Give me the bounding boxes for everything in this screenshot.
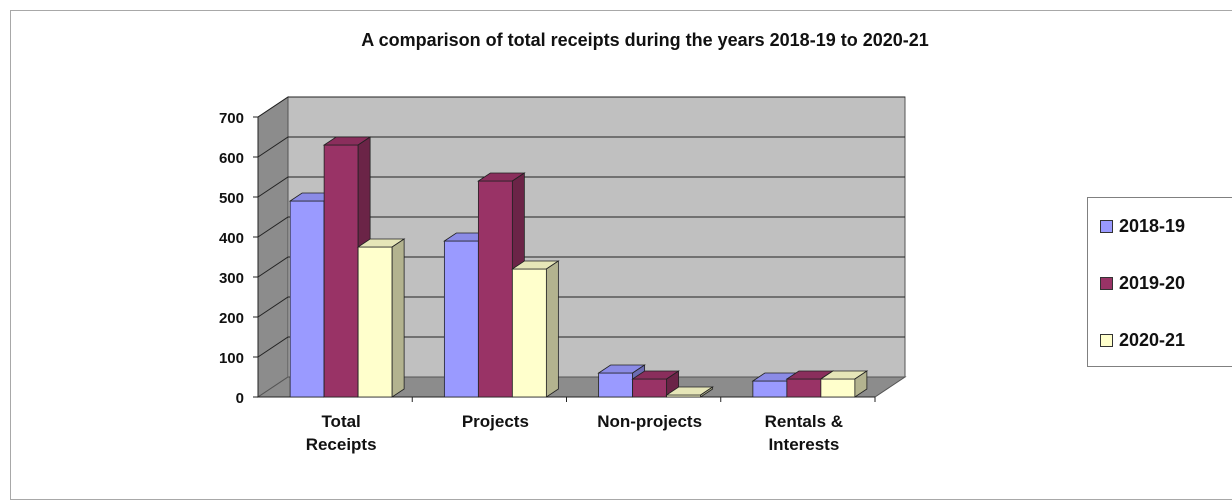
y-tick-label: 500	[219, 190, 244, 207]
y-tick-label: 300	[219, 270, 244, 287]
y-tick-label: 0	[236, 390, 244, 407]
y-tick-label: 600	[219, 150, 244, 167]
y-tick-label: 200	[219, 310, 244, 327]
legend-swatch-2018-19	[1100, 220, 1113, 233]
legend-label: 2018-19	[1119, 216, 1186, 236]
x-tick-label: Rentals &	[765, 412, 843, 431]
y-tick-label: 400	[219, 230, 244, 247]
bar-2019-20	[323, 144, 359, 398]
gridline	[257, 216, 905, 238]
bar-2020-21	[511, 268, 547, 398]
bar-2018-19	[598, 372, 634, 398]
y-tick-label: 100	[219, 350, 244, 367]
legend-item: 2018-19	[1100, 216, 1185, 237]
gridline	[257, 336, 905, 358]
bar-side-2020-21	[545, 260, 559, 398]
chart-plot: 0 100 200 300 400 500 600 700 Total Receipts Proje…	[219, 96, 907, 454]
legend-label: 2020-21	[1119, 330, 1186, 350]
legend-label: 2019-20	[1119, 273, 1186, 293]
bar-side-2020-21	[391, 238, 405, 398]
gridline	[257, 96, 905, 118]
bar-2019-20	[786, 378, 822, 398]
legend-swatch-2019-20	[1100, 277, 1113, 290]
chart-side-wall	[257, 96, 289, 398]
legend-item: 2019-20	[1100, 273, 1185, 294]
x-tick-label: Total	[321, 412, 360, 431]
legend-item: 2020-21	[1100, 330, 1185, 351]
bar-2018-19	[289, 200, 325, 398]
chart-legend: 2018-19 2019-20 2020-21	[1087, 197, 1232, 367]
bar-side-2020-21	[700, 386, 714, 398]
legend-swatch-2020-21	[1100, 334, 1113, 347]
y-tick-label: 700	[219, 110, 244, 127]
gridline	[257, 296, 905, 318]
bar-side-2020-21	[854, 370, 868, 398]
x-tick-label: Projects	[462, 412, 529, 431]
bar-2018-19	[752, 380, 788, 398]
bar-2020-21	[357, 246, 393, 398]
bar-2019-20	[477, 180, 513, 398]
gridline	[257, 176, 905, 198]
chart-title: A comparison of total receipts during th…	[361, 30, 929, 50]
x-tick-label: Receipts	[306, 435, 377, 454]
x-tick-label: Non-projects	[597, 412, 702, 431]
bar-2018-19	[443, 240, 479, 398]
bar-2019-20	[632, 378, 668, 398]
x-tick-label: Interests	[768, 435, 839, 454]
gridline	[257, 136, 905, 158]
gridline	[257, 256, 905, 278]
bar-2020-21	[820, 378, 856, 398]
